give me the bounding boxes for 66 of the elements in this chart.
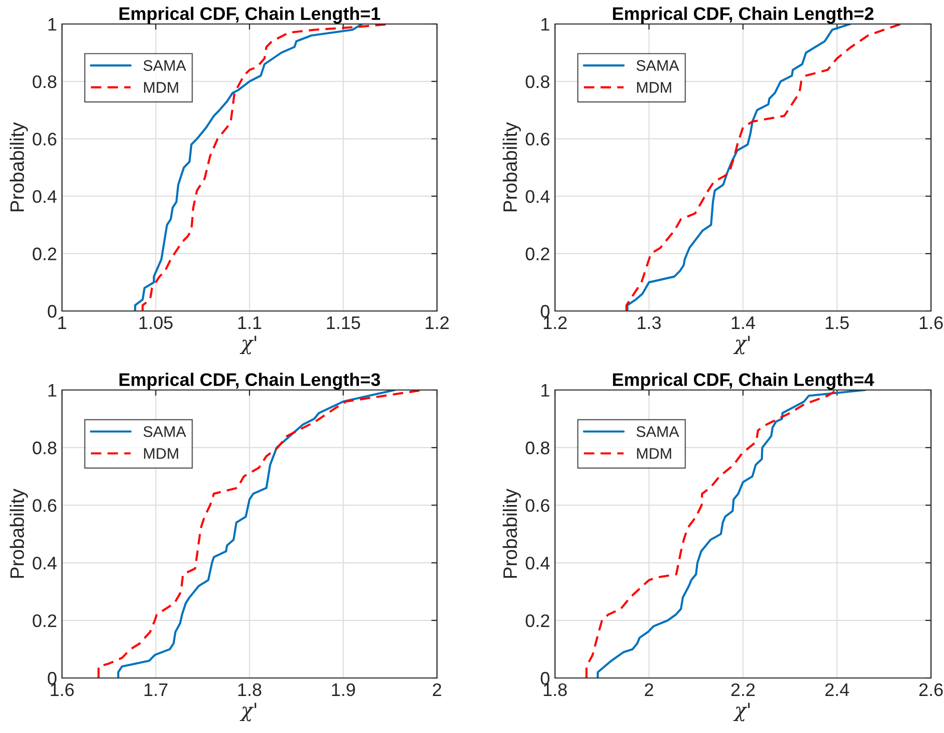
y-axis-title: Probability [10,488,28,578]
line-series [626,24,852,311]
y-tick-label: 0 [540,304,550,318]
x-tick-label: 2.6 [919,683,943,696]
y-axis-title: Probability [10,122,28,212]
y-tick-label: 0.8 [526,75,550,88]
x-tick-label: 1.05 [140,316,173,330]
x-tick-label: 2.2 [731,683,755,696]
y-tick-label: 0.6 [526,499,550,512]
y-tick-label: 0.4 [32,556,57,570]
legend-label: MDM [144,448,178,459]
y-tick-label: 0.8 [32,442,56,454]
legend-label: MDM [637,448,672,459]
y-tick-label: 1 [541,18,550,31]
y-axis-title: Probability [502,488,521,578]
legend-label: SAMA [144,60,186,71]
x-tick-label: 1.6 [50,683,74,696]
chart-title: Emprical CDF, Chain Length=4 [613,372,874,390]
x-tick-label: 1.8 [544,683,567,696]
y-tick-label: 0 [540,672,550,685]
x-axis-title: χ' [733,336,750,354]
y-tick-label: 0.4 [526,556,550,570]
x-tick-label: 1.1 [238,316,262,329]
y-tick-label: 1 [48,18,56,31]
x-axis-title: χ' [733,702,750,722]
x-tick-label: 1.4 [732,316,756,329]
x-tick-label: 1.2 [426,316,449,329]
y-tick-label: 0.2 [526,614,550,628]
x-tick-label: 1.2 [544,316,567,329]
y-tick-label: 1 [48,384,56,397]
chart-title: Emprical CDF, Chain Length=1 [120,6,380,24]
y-tick-label: 0.6 [526,132,550,146]
legend-label: MDM [637,82,672,93]
y-tick-label: 0.4 [32,190,57,203]
y-tick-label: 0.2 [32,248,56,260]
x-tick-label: 2 [644,683,654,696]
y-tick-label: 0.8 [526,442,550,454]
chart-title: Emprical CDF, Chain Length=3 [120,372,380,390]
line-series [625,24,902,311]
y-tick-label: 0.2 [32,614,56,628]
y-tick-label: 1 [541,384,550,397]
x-tick-label: 1.8 [238,683,262,696]
x-tick-label: 1.6 [920,316,943,330]
x-tick-label: 2 [432,683,442,696]
x-tick-label: 1.3 [638,316,661,330]
y-tick-label: 0.6 [32,132,56,146]
y-tick-label: 0.8 [32,75,56,88]
x-tick-label: 1.7 [144,684,168,696]
legend-label: SAMA [144,426,186,438]
legend-label: SAMA [636,60,680,71]
x-tick-label: 1.5 [826,316,849,330]
chart-title: Emprical CDF, Chain Length=2 [613,6,874,24]
legend-label: MDM [144,82,178,93]
x-axis-title: χ' [240,336,256,354]
x-axis-title: χ' [240,702,256,722]
y-tick-label: 0 [48,304,56,318]
legend-label: SAMA [636,426,680,438]
y-tick-label: 0.6 [32,499,56,512]
x-tick-label: 1.9 [332,683,355,696]
x-tick-label: 1.15 [327,316,360,330]
x-tick-label: 1 [58,316,66,329]
y-tick-label: 0.2 [526,248,550,260]
y-axis-title: Probability [502,122,521,212]
x-tick-label: 2.4 [825,683,850,696]
y-tick-label: 0.4 [526,190,550,203]
y-tick-label: 0 [48,672,56,685]
